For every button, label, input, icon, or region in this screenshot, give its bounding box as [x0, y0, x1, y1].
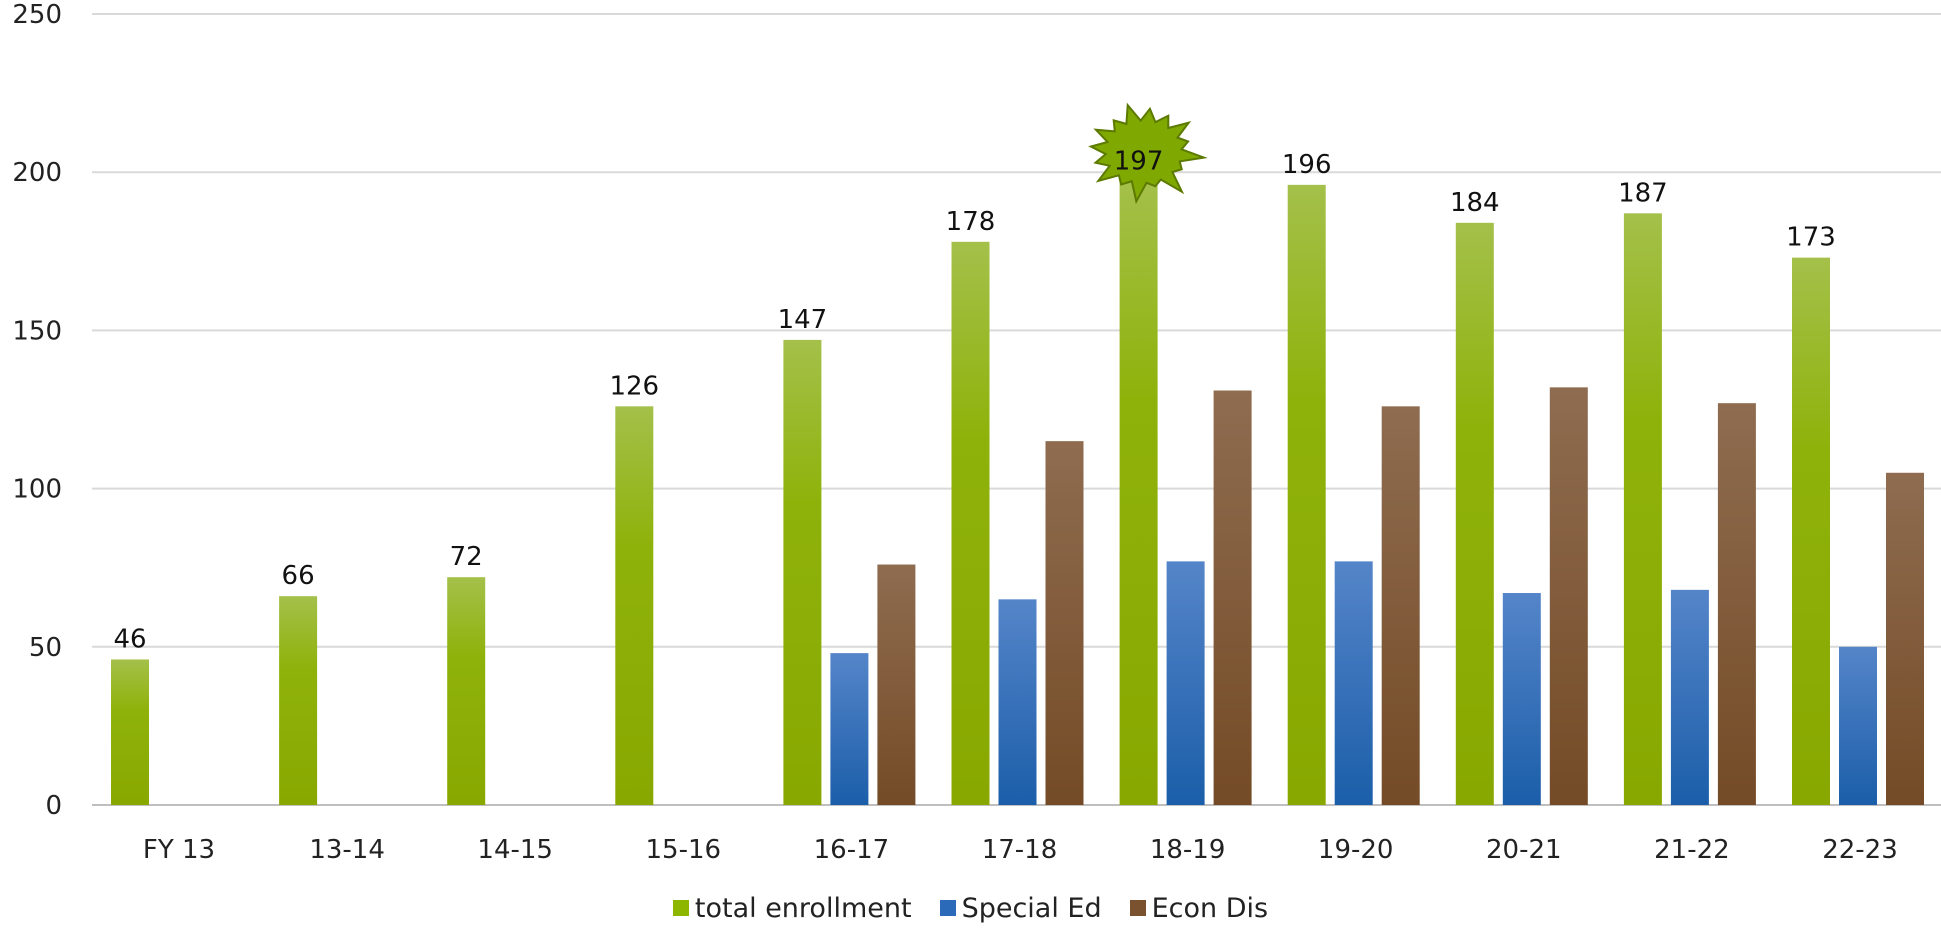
data-label: 173: [1786, 223, 1836, 253]
x-tick-label: 15-16: [646, 835, 722, 865]
y-tick-label: 250: [12, 0, 62, 30]
bar-total-enrollment: [783, 339, 822, 805]
x-tick-label: 20-21: [1486, 835, 1562, 865]
y-tick-label: 200: [12, 158, 62, 188]
legend-item-special-ed: Special Ed: [939, 892, 1102, 924]
bar-total-enrollment: [615, 406, 654, 805]
bar-special-ed: [998, 599, 1037, 805]
bar-special-ed: [830, 653, 869, 805]
bar-total-enrollment: [1792, 257, 1830, 805]
y-tick-label: 150: [12, 316, 62, 346]
y-tick-label: 100: [12, 475, 62, 505]
bar-econ-dis: [1213, 390, 1252, 805]
bar-special-ed: [1334, 561, 1373, 805]
bar-total-enrollment: [951, 241, 990, 806]
data-label: 147: [778, 305, 828, 335]
legend-item-econ-dis: Econ Dis: [1129, 892, 1269, 924]
bar-special-ed: [1839, 646, 1877, 805]
bar-special-ed: [1166, 561, 1205, 805]
data-label: 178: [946, 207, 996, 237]
data-label: 46: [113, 624, 146, 654]
y-tick-label: 50: [29, 633, 62, 663]
bar-econ-dis: [1381, 406, 1420, 805]
data-labels: 46 66 72 126 147 178 197 196 184 187 173: [113, 147, 1835, 655]
legend: total enrollment Special Ed Econ Dis: [0, 888, 1941, 928]
x-tick-label: 16-17: [814, 835, 890, 865]
y-tick-label: 0: [45, 791, 62, 821]
data-label: 126: [609, 371, 659, 401]
data-label: 66: [282, 561, 315, 591]
highlight-starburst: [1088, 102, 1208, 205]
data-label: 187: [1618, 178, 1668, 208]
x-tick-label: 19-20: [1318, 835, 1394, 865]
legend-label: Econ Dis: [1151, 892, 1269, 924]
bars: [111, 181, 1924, 806]
bar-econ-dis: [877, 564, 916, 805]
legend-swatch-blue: [939, 900, 956, 916]
data-label: 72: [450, 542, 483, 572]
bar-total-enrollment: [1623, 213, 1662, 805]
starburst-shape: [1088, 102, 1208, 205]
x-tick-label: 14-15: [477, 835, 553, 865]
data-label: 197: [1114, 147, 1164, 177]
bar-econ-dis: [1886, 472, 1924, 805]
x-tick-label: 17-18: [982, 835, 1058, 865]
bar-special-ed: [1670, 589, 1709, 805]
data-label: 184: [1450, 188, 1500, 218]
bar-total-enrollment: [279, 596, 318, 805]
y-axis-ticks: 0 50 100 150 200 250: [12, 0, 62, 821]
bar-special-ed: [1502, 593, 1541, 805]
legend-item-total-enrollment: total enrollment: [672, 892, 912, 924]
bar-total-enrollment: [1119, 181, 1158, 805]
legend-label: total enrollment: [694, 892, 912, 924]
bar-total-enrollment: [447, 577, 486, 805]
legend-swatch-brown: [1129, 900, 1146, 916]
bar-econ-dis: [1717, 403, 1756, 805]
bar-econ-dis: [1045, 441, 1084, 805]
bar-total-enrollment: [111, 659, 149, 805]
bar-total-enrollment: [1455, 222, 1494, 806]
x-axis-ticks: FY 13 13-14 14-15 15-16 16-17 17-18 18-19 19-20…: [143, 835, 1898, 865]
x-tick-label: 21-22: [1654, 835, 1730, 865]
bar-econ-dis: [1549, 387, 1588, 805]
x-tick-label: 18-19: [1150, 835, 1226, 865]
data-label: 196: [1282, 150, 1332, 180]
x-tick-label: FY 13: [143, 835, 215, 865]
bar-total-enrollment: [1287, 184, 1326, 805]
legend-label: Special Ed: [961, 892, 1102, 924]
x-tick-label: 22-23: [1822, 835, 1898, 865]
x-tick-label: 13-14: [309, 835, 385, 865]
legend-swatch-green: [672, 900, 689, 916]
